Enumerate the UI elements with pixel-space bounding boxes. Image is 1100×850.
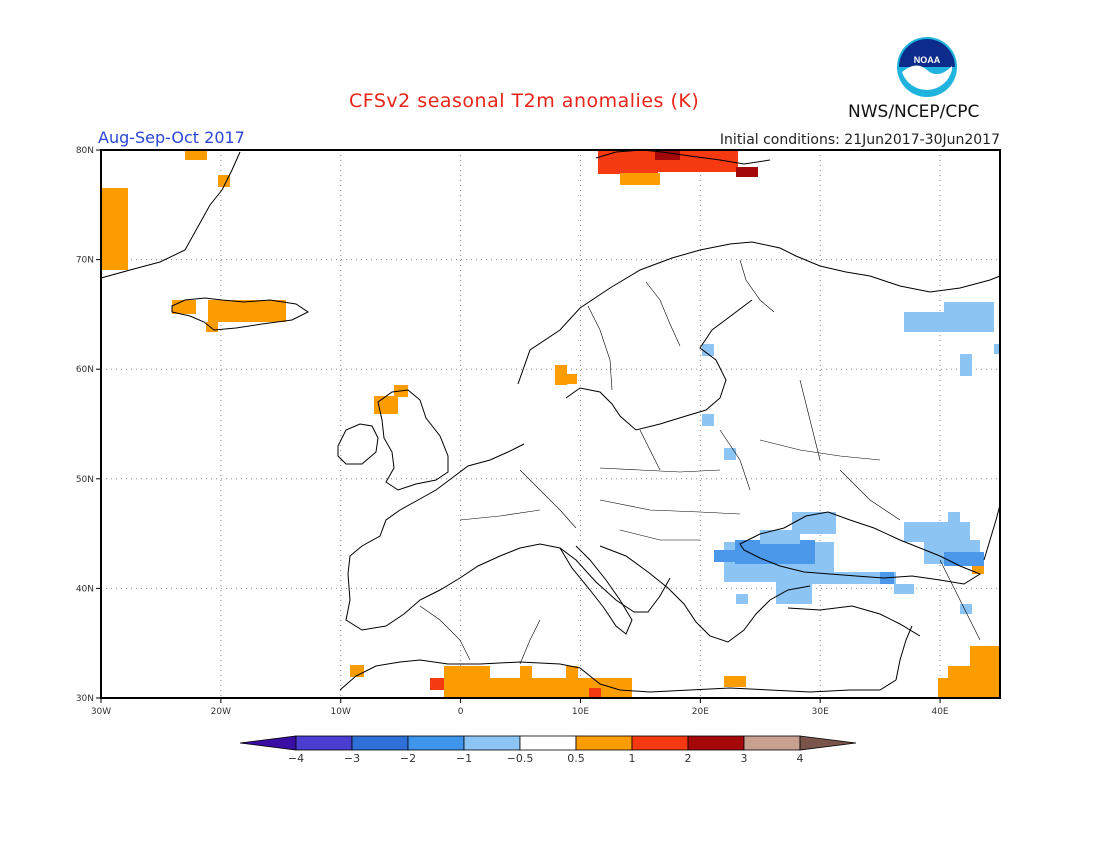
colorbar-bin — [743, 735, 801, 751]
balkans-coast — [599, 545, 811, 643]
baltic-coast — [565, 299, 753, 431]
initial-conditions: Initial conditions: 21Jun2017-30Jun2017 — [719, 132, 1000, 148]
colorbar-arrow-low — [239, 735, 297, 751]
longitude-label: 30W — [91, 707, 111, 717]
britain-coast — [377, 389, 449, 491]
svalbard-coast — [595, 149, 771, 165]
noaa-logo-text: NOAA — [914, 55, 941, 65]
country-borders — [419, 259, 981, 665]
colorbar-bin — [295, 735, 353, 751]
colorbar-bin — [519, 735, 577, 751]
colorbar-label: 2 — [685, 752, 692, 765]
longitude-label: 10W — [331, 707, 351, 717]
colorbar-label: −0.5 — [507, 752, 534, 765]
colorbar-bin — [463, 735, 521, 751]
latitude-label: 30N — [76, 694, 94, 704]
longitude-label: 40E — [931, 707, 948, 717]
longitude-label: 10E — [572, 707, 589, 717]
latitude-label: 70N — [76, 256, 94, 266]
levant-coast — [895, 625, 913, 681]
scandinavia-coast — [517, 241, 1001, 385]
warm-anomaly-north-africa — [350, 665, 746, 698]
iceland-coast — [171, 297, 309, 331]
lat-lon-grid — [101, 150, 1000, 698]
colorbar-bin — [351, 735, 409, 751]
longitude-label: 0 — [458, 707, 464, 717]
latitude-label: 50N — [76, 475, 94, 485]
black-sea-coast — [739, 511, 982, 585]
colorbar-label: −2 — [400, 752, 416, 765]
caspian-coast — [983, 504, 1001, 561]
warm-anomaly-greenland — [101, 150, 230, 270]
europe-west-coast — [345, 443, 671, 631]
longitude-label: 30E — [812, 707, 829, 717]
map-frame — [100, 149, 1001, 699]
latitude-label: 60N — [76, 365, 94, 375]
colorbar-label: −3 — [344, 752, 360, 765]
coastlines — [100, 149, 1001, 693]
warm-anomaly-norway — [555, 365, 577, 385]
noaa-logo: NOAA — [897, 37, 957, 97]
colorbar-bin — [631, 735, 689, 751]
colorbar-label: 4 — [797, 752, 804, 765]
colorbar: −4 −3 −2 −1 −0.5 0.5 1 2 3 4 — [239, 735, 857, 765]
colorbar-bin — [407, 735, 465, 751]
cool-anomaly-northwest-russia — [702, 302, 1000, 460]
colorbar-bin — [575, 735, 633, 751]
longitude-labels: 30W 20W 10W 0 10E 20E 30E 40E — [91, 698, 949, 717]
turkey-south-coast — [787, 605, 921, 637]
greenland-coast — [100, 151, 241, 279]
ireland-coast — [337, 423, 379, 465]
latitude-label: 80N — [76, 146, 94, 156]
latitude-label: 40N — [76, 584, 94, 594]
map-title: CFSv2 seasonal T2m anomalies (K) — [349, 90, 700, 112]
colorbar-label: 1 — [629, 752, 636, 765]
colorbar-arrow-high — [799, 735, 857, 751]
latitude-labels: 80N 70N 60N 50N 40N 30N — [76, 146, 101, 704]
longitude-label: 20E — [692, 707, 709, 717]
colorbar-bin — [687, 735, 745, 751]
cool-anomaly-balkans-turkey — [714, 512, 914, 604]
warm-anomaly-svalbard — [598, 150, 758, 185]
cool-anomaly-caucasus — [904, 512, 984, 614]
warm-anomaly-scotland — [374, 385, 408, 414]
north-africa-coast — [339, 659, 897, 693]
agency-label: NWS/NCEP/CPC — [848, 102, 980, 122]
colorbar-label: 3 — [741, 752, 748, 765]
forecast-period: Aug-Sep-Oct 2017 — [98, 128, 245, 147]
colorbar-label: −4 — [288, 752, 304, 765]
longitude-label: 20W — [211, 707, 231, 717]
colorbar-label: 0.5 — [567, 752, 585, 765]
italy-coast — [559, 545, 633, 635]
warm-anomaly-middle-east — [938, 562, 1000, 698]
colorbar-label: −1 — [456, 752, 472, 765]
